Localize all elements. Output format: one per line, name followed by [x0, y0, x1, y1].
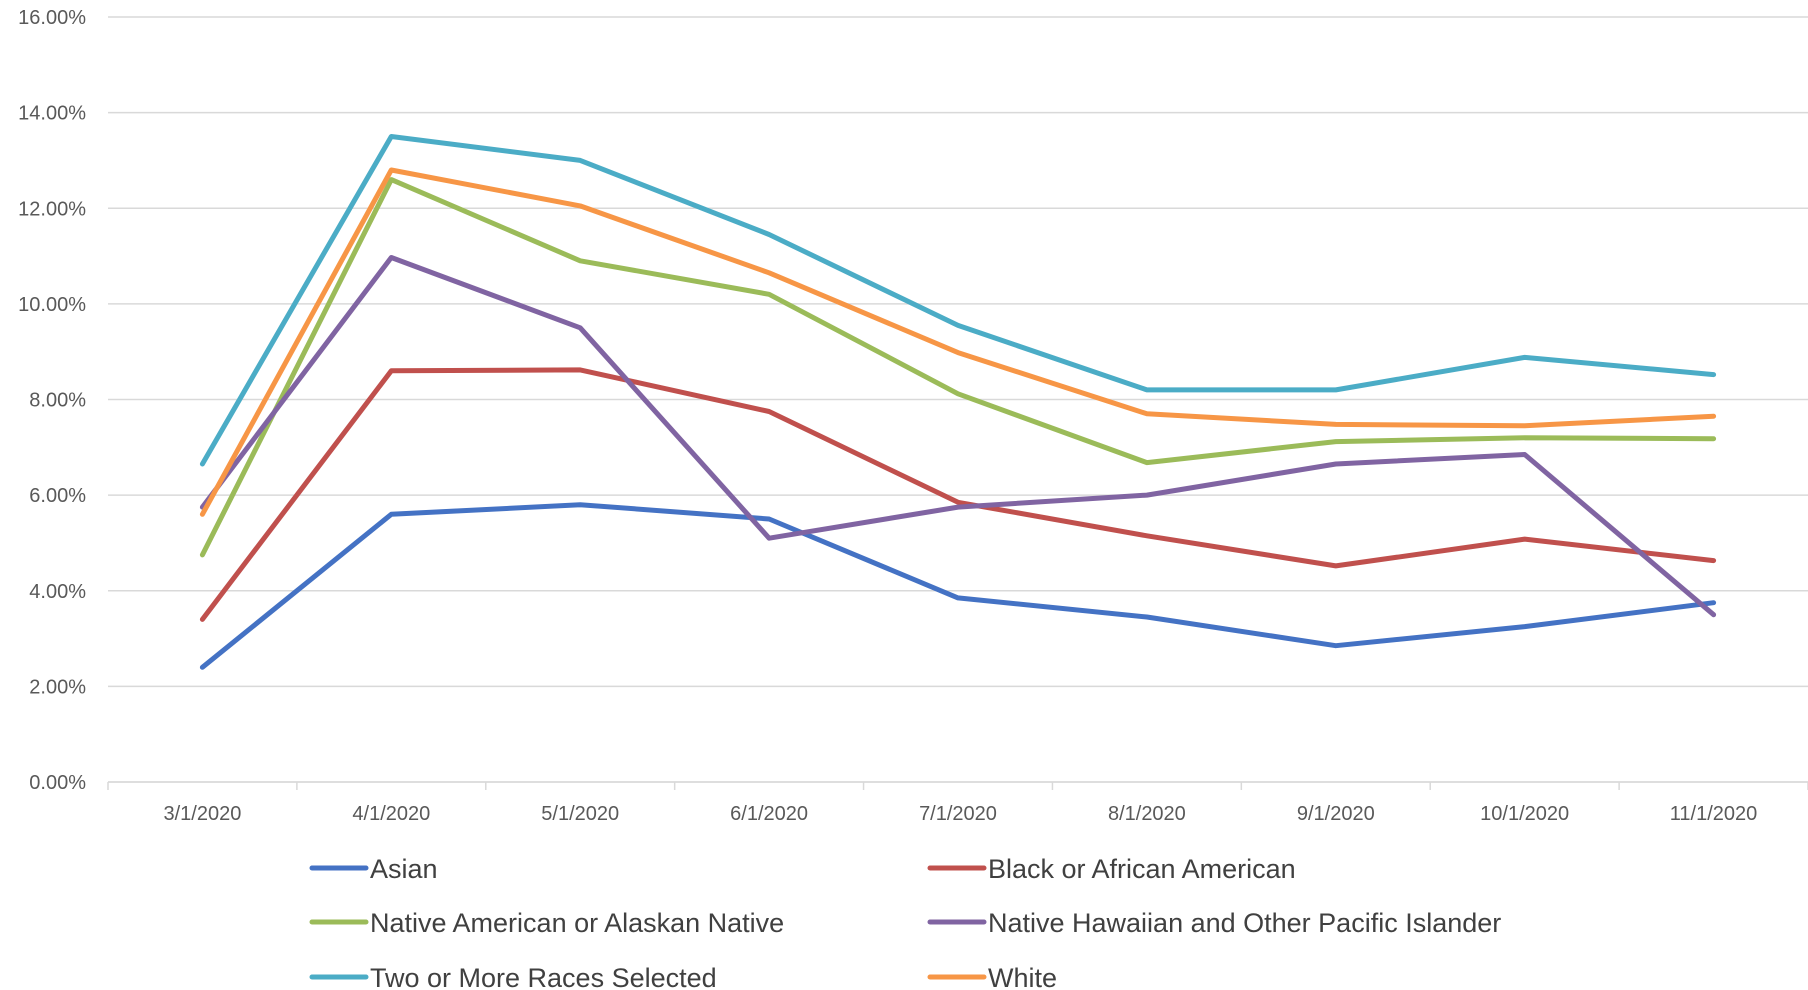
- x-tick-label: 6/1/2020: [730, 803, 808, 825]
- legend-label: Two or More Races Selected: [370, 963, 717, 990]
- x-tick-label: 8/1/2020: [1108, 803, 1186, 825]
- gridlines: [108, 16, 1808, 783]
- y-tick-label: 14.00%: [18, 103, 86, 125]
- series-line-native-american-or-alaskan-native: [199, 177, 1717, 558]
- series-line-two-or-more-races-selected: [199, 134, 1717, 467]
- legend-label: Native American or Alaskan Native: [370, 908, 784, 938]
- x-tick-label: 7/1/2020: [919, 803, 997, 825]
- legend-label: Asian: [370, 854, 438, 884]
- x-tick-label: 4/1/2020: [352, 803, 430, 825]
- x-tick-label: 5/1/2020: [541, 803, 619, 825]
- y-tick-label: 4.00%: [29, 581, 86, 603]
- series-lines: [199, 134, 1717, 670]
- y-tick-label: 10.00%: [18, 294, 86, 316]
- x-tick-label: 10/1/2020: [1480, 803, 1569, 825]
- series-line-black-or-african-american: [199, 367, 1717, 622]
- legend-label: Native Hawaiian and Other Pacific Island…: [988, 908, 1501, 938]
- series-line-white: [199, 167, 1717, 517]
- y-tick-label: 8.00%: [29, 390, 86, 412]
- x-tick-label: 9/1/2020: [1297, 803, 1375, 825]
- y-tick-label: 0.00%: [29, 772, 86, 794]
- y-axis: 0.00% 2.00% 4.00% 6.00% 8.00% 10.00% 12.00% 14.…: [18, 7, 86, 794]
- legend-label: White: [988, 963, 1057, 990]
- legend: Asian Black or African American Native Ame…: [309, 854, 1501, 990]
- y-tick-label: 16.00%: [18, 7, 86, 29]
- x-tick-label: 3/1/2020: [164, 803, 242, 825]
- x-axis: 3/1/2020 4/1/2020 5/1/2020 6/1/2020 7/1/2020…: [107, 781, 1808, 825]
- y-tick-label: 2.00%: [29, 676, 86, 698]
- legend-label: Black or African American: [988, 854, 1296, 884]
- y-tick-label: 12.00%: [18, 198, 86, 220]
- series-line-asian: [199, 502, 1717, 670]
- y-tick-label: 6.00%: [29, 485, 86, 507]
- series-line-native-hawaiian-and-other-pacific-islander: [199, 255, 1717, 618]
- x-tick-label: 11/1/2020: [1670, 803, 1758, 825]
